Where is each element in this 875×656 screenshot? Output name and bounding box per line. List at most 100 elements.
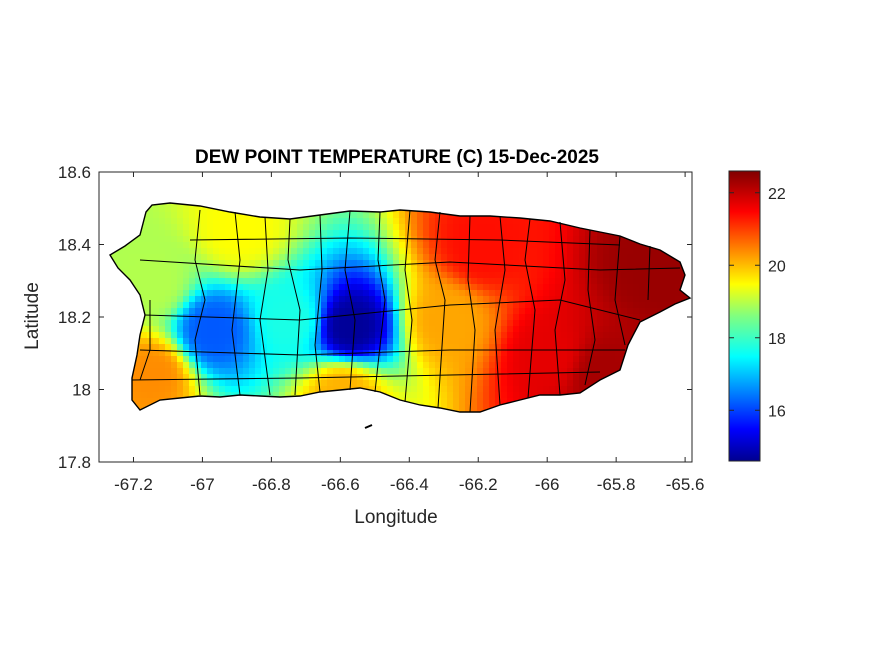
field-cell — [261, 380, 268, 387]
field-cell — [585, 356, 592, 363]
field-cell — [225, 266, 232, 273]
field-cell — [495, 332, 502, 339]
field-cell — [561, 374, 568, 381]
field-cell — [189, 242, 196, 249]
field-cell — [231, 320, 238, 327]
field-cell — [159, 332, 166, 339]
field-cell — [231, 380, 238, 387]
field-cell — [567, 320, 574, 327]
field-cell — [429, 314, 436, 321]
field-cell — [207, 230, 214, 237]
field-cell — [189, 338, 196, 345]
field-cell — [549, 290, 556, 297]
field-cell — [333, 278, 340, 285]
field-cell — [363, 254, 370, 261]
field-cell — [207, 356, 214, 363]
field-cell — [453, 272, 460, 279]
field-cell — [471, 284, 478, 291]
field-cell — [429, 230, 436, 237]
field-cell — [183, 248, 190, 255]
field-cell — [549, 278, 556, 285]
field-cell — [207, 380, 214, 387]
field-cell — [147, 230, 154, 237]
field-cell — [483, 332, 490, 339]
field-cell — [453, 224, 460, 231]
field-cell — [273, 314, 280, 321]
field-cell — [177, 212, 184, 219]
field-cell — [231, 314, 238, 321]
field-cell — [483, 278, 490, 285]
field-cell — [489, 380, 496, 387]
field-cell — [363, 344, 370, 351]
field-cell — [603, 368, 610, 375]
field-cell — [375, 332, 382, 339]
field-cell — [141, 266, 148, 273]
field-cell — [303, 344, 310, 351]
field-cell — [237, 266, 244, 273]
field-cell — [615, 236, 622, 243]
field-cell — [171, 320, 178, 327]
field-cell — [459, 266, 466, 273]
field-cell — [405, 326, 412, 333]
field-cell — [555, 350, 562, 357]
field-cell — [399, 314, 406, 321]
field-cell — [267, 290, 274, 297]
field-cell — [255, 254, 262, 261]
field-cell — [159, 236, 166, 243]
field-cell — [609, 332, 616, 339]
field-cell — [369, 242, 376, 249]
field-cell — [297, 302, 304, 309]
field-cell — [471, 254, 478, 261]
field-cell — [639, 290, 646, 297]
field-cell — [219, 290, 226, 297]
municipality-boundary — [524, 218, 536, 399]
field-cell — [261, 332, 268, 339]
field-cell — [219, 284, 226, 291]
field-cell — [219, 266, 226, 273]
field-cell — [507, 326, 514, 333]
field-cell — [237, 290, 244, 297]
field-cell — [285, 320, 292, 327]
field-cell — [345, 212, 352, 219]
field-cell — [195, 386, 202, 393]
field-cell — [627, 326, 634, 333]
field-cell — [129, 254, 136, 261]
field-cell — [507, 236, 514, 243]
field-cell — [399, 218, 406, 225]
field-cell — [213, 302, 220, 309]
field-cell — [291, 254, 298, 261]
field-cell — [501, 362, 508, 369]
field-cell — [531, 356, 538, 363]
field-cell — [603, 266, 610, 273]
field-cell — [369, 218, 376, 225]
field-cell — [201, 236, 208, 243]
field-cell — [171, 212, 178, 219]
field-cell — [195, 350, 202, 357]
field-cell — [375, 230, 382, 237]
field-cell — [603, 272, 610, 279]
field-cell — [561, 386, 568, 393]
field-cell — [297, 362, 304, 369]
field-cell — [261, 314, 268, 321]
field-cell — [249, 386, 256, 393]
field-cell — [567, 368, 574, 375]
field-cell — [165, 284, 172, 291]
field-cell — [243, 218, 250, 225]
field-cell — [291, 362, 298, 369]
field-cell — [339, 344, 346, 351]
field-cell — [339, 284, 346, 291]
field-cell — [597, 284, 604, 291]
field-cell — [411, 380, 418, 387]
field-cell — [381, 266, 388, 273]
field-cell — [525, 308, 532, 315]
field-cell — [669, 266, 676, 273]
field-cell — [309, 320, 316, 327]
field-cell — [255, 260, 262, 267]
field-cell — [393, 212, 400, 219]
field-cell — [447, 272, 454, 279]
field-cell — [549, 362, 556, 369]
field-cell — [159, 368, 166, 375]
field-cell — [333, 272, 340, 279]
field-cell — [333, 338, 340, 345]
